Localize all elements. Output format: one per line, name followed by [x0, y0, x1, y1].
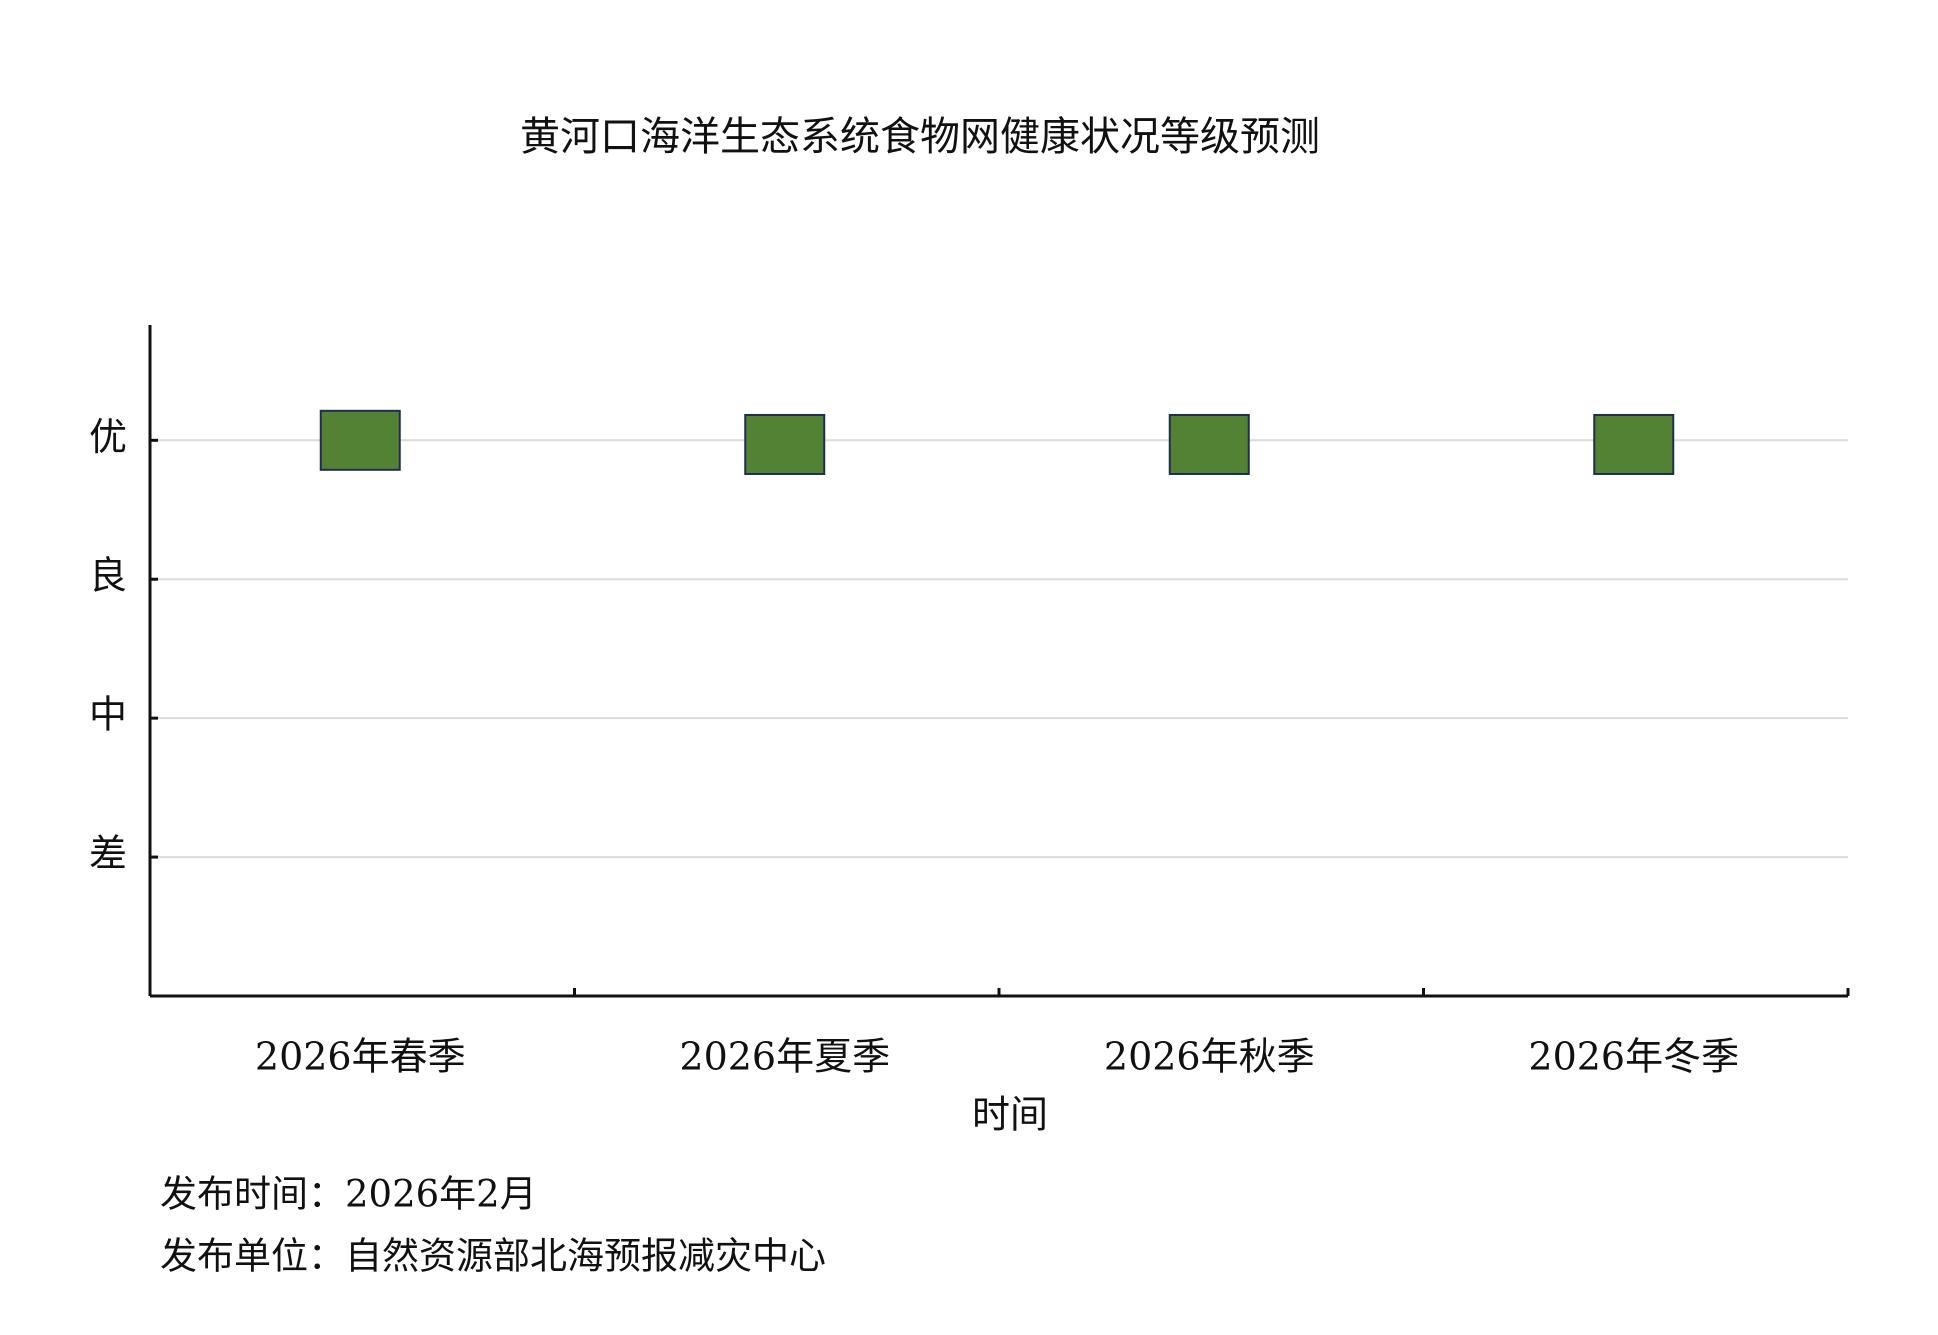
footnote: 发布单位：自然资源部北海预报减灾中心 — [160, 1235, 826, 1278]
x-tick-label: 2026年冬季 — [1528, 1035, 1739, 1079]
marker — [1593, 413, 1675, 475]
marker — [319, 409, 401, 471]
y-tick-label: 差 — [89, 832, 127, 876]
x-tick-label: 2026年春季 — [255, 1035, 466, 1079]
chart-title: 黄河口海洋生态系统食物网健康状况等级预测 — [520, 114, 1320, 160]
footnote: 发布时间：2026年2月 — [160, 1173, 537, 1216]
x-tick-label: 2026年秋季 — [1104, 1035, 1315, 1079]
marker — [1168, 413, 1250, 475]
x-tick-label: 2026年夏季 — [679, 1035, 890, 1079]
y-tick-label: 优 — [89, 415, 127, 459]
y-tick-label: 中 — [89, 693, 127, 737]
marker — [744, 413, 826, 475]
x-axis-label: 时间 — [972, 1093, 1048, 1137]
y-tick-label: 良 — [89, 554, 127, 598]
